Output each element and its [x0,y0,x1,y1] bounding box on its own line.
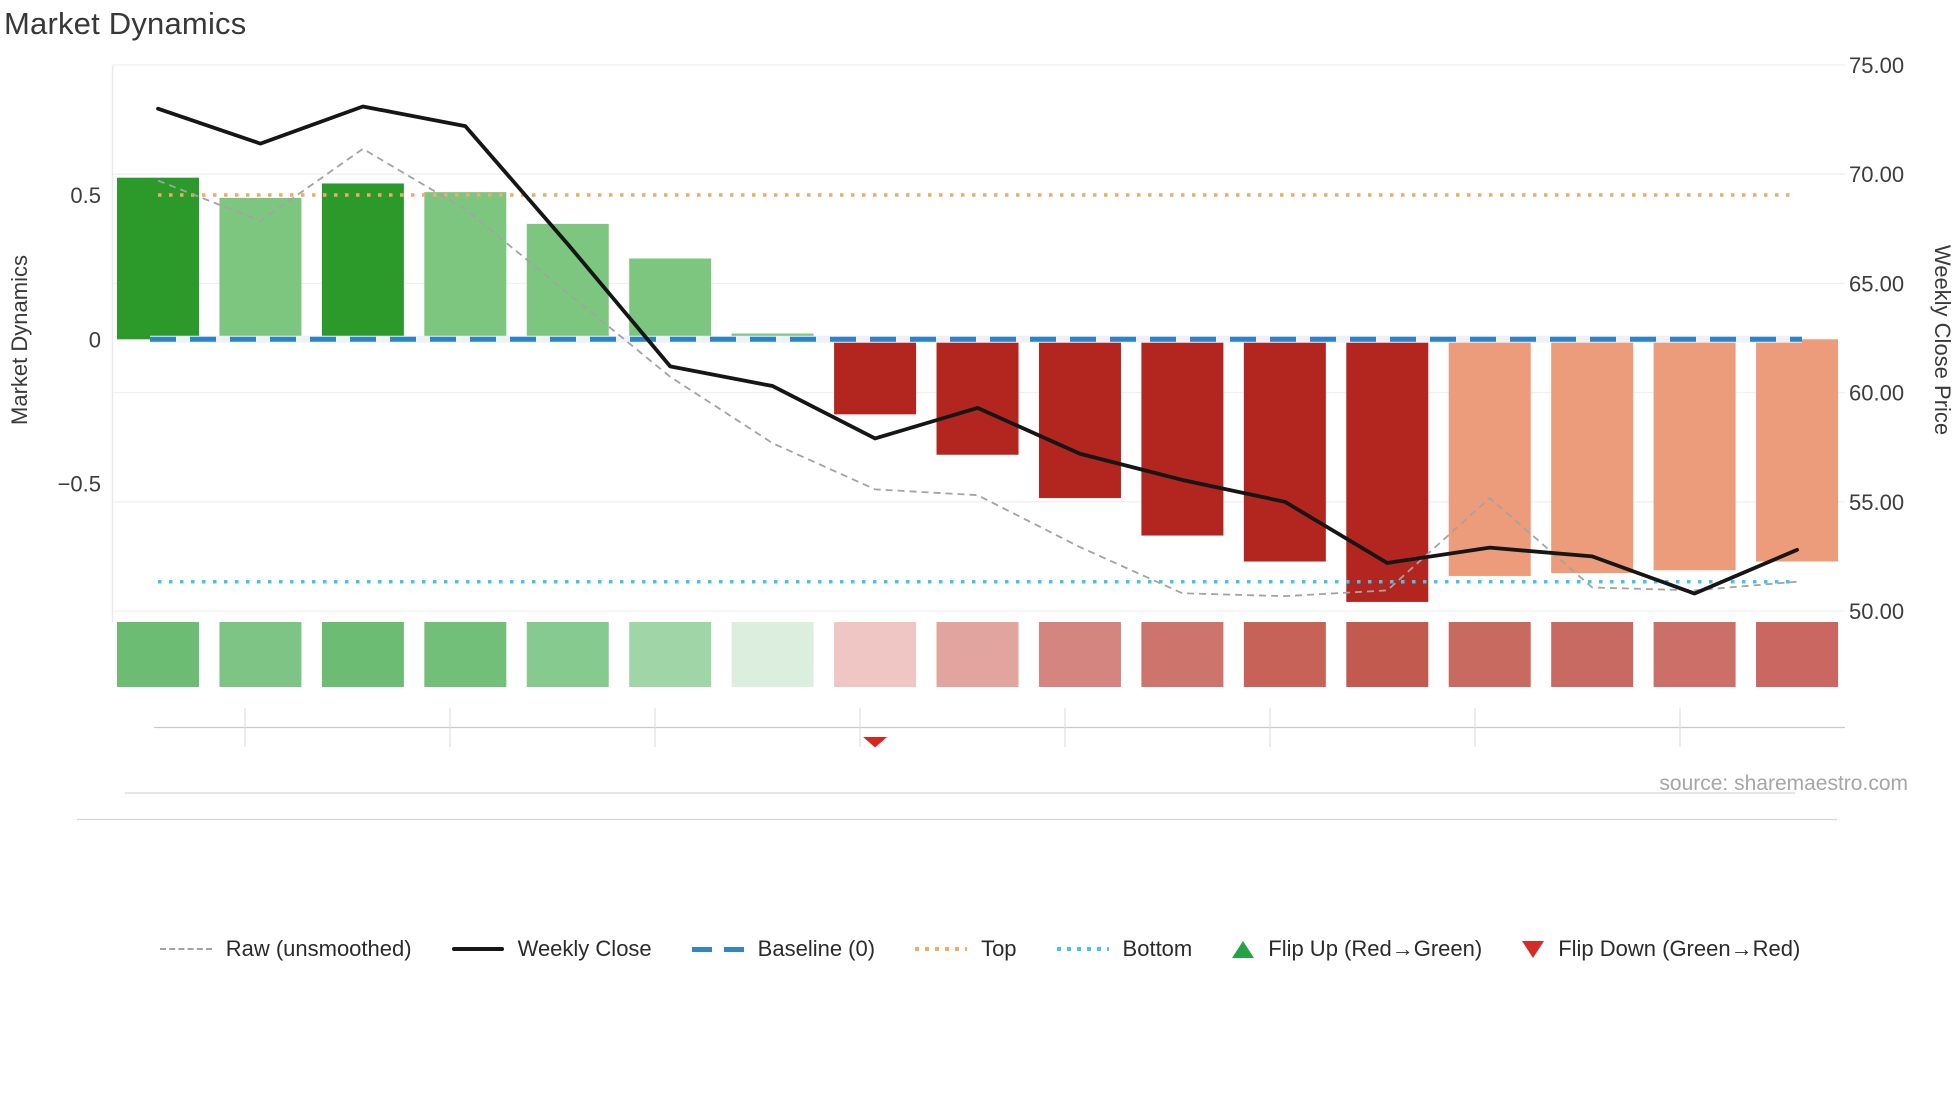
heatmap-cell-17 [1756,622,1839,687]
legend-label-weekly-close: Weekly Close [517,936,652,961]
left-axis-title: Market Dynamics [7,255,32,425]
bar-week-16 [1653,339,1736,571]
source-note: source: sharemaestro.com [1659,772,1908,795]
legend-item-baseline: Baseline (0) [691,936,876,962]
raw-dashed-line-swatch-icon [159,948,212,950]
bar-week-8 [834,339,917,415]
flip-up-triangle-icon [1232,940,1255,958]
bar-week-5 [526,223,609,340]
heatmap-cell-11 [1141,622,1224,687]
legend-item-top: Top [915,936,1017,962]
flip-down-marker [863,737,888,748]
heatmap-cell-16 [1653,622,1736,687]
heatmap-cell-12 [1243,622,1326,687]
bar-week-1 [117,177,199,340]
bar-week-15 [1551,339,1634,574]
heatmap-cell-6 [629,622,712,687]
bar-week-3 [321,183,404,340]
heatmap-cell-4 [424,622,507,687]
right-tick-label: 65.00 [1849,271,1904,296]
right-tick-label: 60.00 [1849,381,1904,406]
bottom-dots-swatch-icon [1056,947,1109,951]
weekly-close-line [156,104,1799,596]
raw-line [157,147,1798,598]
heatmap-cell-9 [936,622,1019,687]
legend-item-raw: Raw (unsmoothed) [159,936,412,962]
legend-label-flip-down: Flip Down (Green→Red) [1558,936,1801,961]
right-tick-label: 55.00 [1849,490,1904,515]
bar-week-17 [1756,339,1839,562]
bar-week-10 [1038,339,1121,499]
right-tick-label: 50.00 [1849,599,1904,624]
heatmap-cell-7 [731,622,814,687]
right-tick-label: 70.00 [1849,162,1904,187]
flip-down-triangle-icon [1522,940,1545,958]
bar-week-9 [936,339,1019,455]
bar-week-6 [629,258,712,340]
heatmap-cell-10 [1038,622,1121,687]
legend-label-flip-up: Flip Up (Red→Green) [1268,936,1483,961]
heatmap-cell-13 [1346,622,1429,687]
legend-item-flip-up: Flip Up (Red→Green) [1232,936,1482,962]
weekly-close-line-swatch-icon [451,947,504,951]
bar-week-12 [1243,339,1326,562]
right-tick-label: 75.00 [1849,53,1904,78]
legend-label-raw: Raw (unsmoothed) [225,936,412,961]
legend-label-top: Top [981,936,1017,961]
bar-week-2 [219,197,302,340]
heatmap-cell-8 [834,622,917,687]
legend-item-bottom: Bottom [1056,936,1193,962]
left-tick-label: −0.5 [58,472,101,497]
heatmap-cell-15 [1551,622,1634,687]
heatmap-cell-5 [526,622,609,687]
legend-label-bottom: Bottom [1122,936,1193,961]
legend-label-baseline: Baseline (0) [757,936,876,961]
heatmap-cell-1 [117,622,199,687]
bar-week-14 [1448,339,1531,576]
legend-item-weekly-close: Weekly Close [451,936,652,962]
top-dots-swatch-icon [915,947,968,951]
legend-item-flip-down: Flip Down (Green→Red) [1522,936,1800,962]
chart-title: Market Dynamics [4,6,247,41]
left-tick-label: 0.5 [70,183,101,208]
legend: Raw (unsmoothed) Weekly Close Baseline (… [0,936,1960,962]
heatmap-cell-3 [321,622,404,687]
heatmap-cell-2 [219,622,302,687]
baseline-dash-swatch-icon [691,946,744,952]
bar-week-4 [424,192,507,340]
left-tick-label: 0 [89,327,101,352]
right-axis-title: Weekly Close Price [1930,244,1955,436]
heatmap-cell-14 [1448,622,1531,687]
bar-week-11 [1141,339,1224,536]
